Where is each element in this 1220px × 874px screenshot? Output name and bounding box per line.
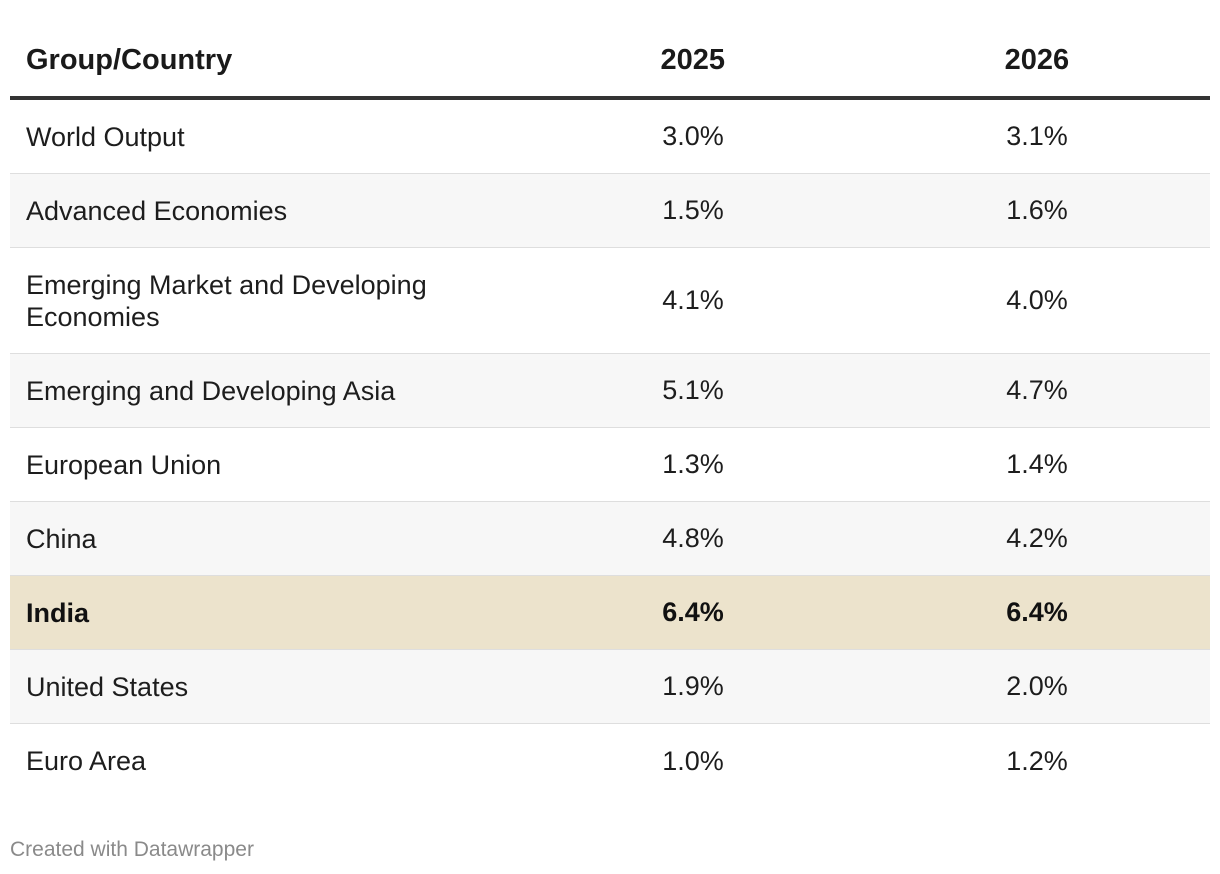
- cell-2025: 1.9%: [662, 671, 724, 701]
- row-label: Emerging Market and Developing Economies: [26, 269, 427, 332]
- row-label: China: [26, 523, 97, 554]
- cell-2025: 1.5%: [662, 195, 724, 225]
- cell-2025: 4.1%: [662, 285, 724, 315]
- table-row: World Output 3.0% 3.1%: [10, 100, 1210, 174]
- cell-2026: 4.7%: [1006, 375, 1068, 405]
- cell-2025: 5.1%: [662, 375, 724, 405]
- cell-2026: 1.2%: [1006, 745, 1068, 776]
- cell-2026: 4.0%: [1006, 285, 1068, 315]
- cell-2026: 6.4%: [1006, 597, 1068, 627]
- column-header-2025[interactable]: 2025: [660, 43, 725, 76]
- table-row: Advanced Economies 1.5% 1.6%: [10, 174, 1210, 248]
- cell-2026: 1.6%: [1006, 195, 1068, 225]
- column-header-group-country[interactable]: Group/Country: [26, 43, 233, 76]
- cell-2026: 3.1%: [1006, 121, 1068, 151]
- table-row-highlighted: India 6.4% 6.4%: [10, 576, 1210, 650]
- cell-2025: 4.8%: [662, 523, 724, 553]
- table-header: Group/Country 2025 2026: [10, 24, 1210, 100]
- table-row: Emerging Market and Developing Economies…: [10, 248, 1210, 354]
- datawrapper-credit[interactable]: Created with Datawrapper: [10, 838, 254, 861]
- cell-2026: 1.4%: [1006, 449, 1068, 479]
- table-row: Euro Area 1.0% 1.2%: [10, 724, 1210, 798]
- cell-2025: 6.4%: [662, 597, 724, 627]
- table-row: United States 1.9% 2.0%: [10, 650, 1210, 724]
- column-header-2026[interactable]: 2026: [1004, 43, 1070, 76]
- cell-2026: 4.2%: [1006, 523, 1068, 553]
- row-label: Euro Area: [26, 746, 147, 776]
- table-row: China 4.8% 4.2%: [10, 502, 1210, 576]
- data-table: Group/Country 2025 2026 World Output 3.0…: [10, 24, 1210, 798]
- row-label: World Output: [26, 121, 185, 152]
- row-label: India: [26, 597, 90, 628]
- table-row: European Union 1.3% 1.4%: [10, 428, 1210, 502]
- row-label: European Union: [26, 449, 222, 480]
- cell-2025: 1.3%: [662, 449, 724, 479]
- row-label: Advanced Economies: [26, 195, 288, 226]
- row-label: United States: [26, 671, 189, 702]
- cell-2025: 3.0%: [662, 121, 724, 151]
- row-label: Emerging and Developing Asia: [26, 375, 396, 406]
- table-row: Emerging and Developing Asia 5.1% 4.7%: [10, 354, 1210, 428]
- cell-2025: 1.0%: [662, 745, 724, 776]
- cell-2026: 2.0%: [1006, 671, 1068, 701]
